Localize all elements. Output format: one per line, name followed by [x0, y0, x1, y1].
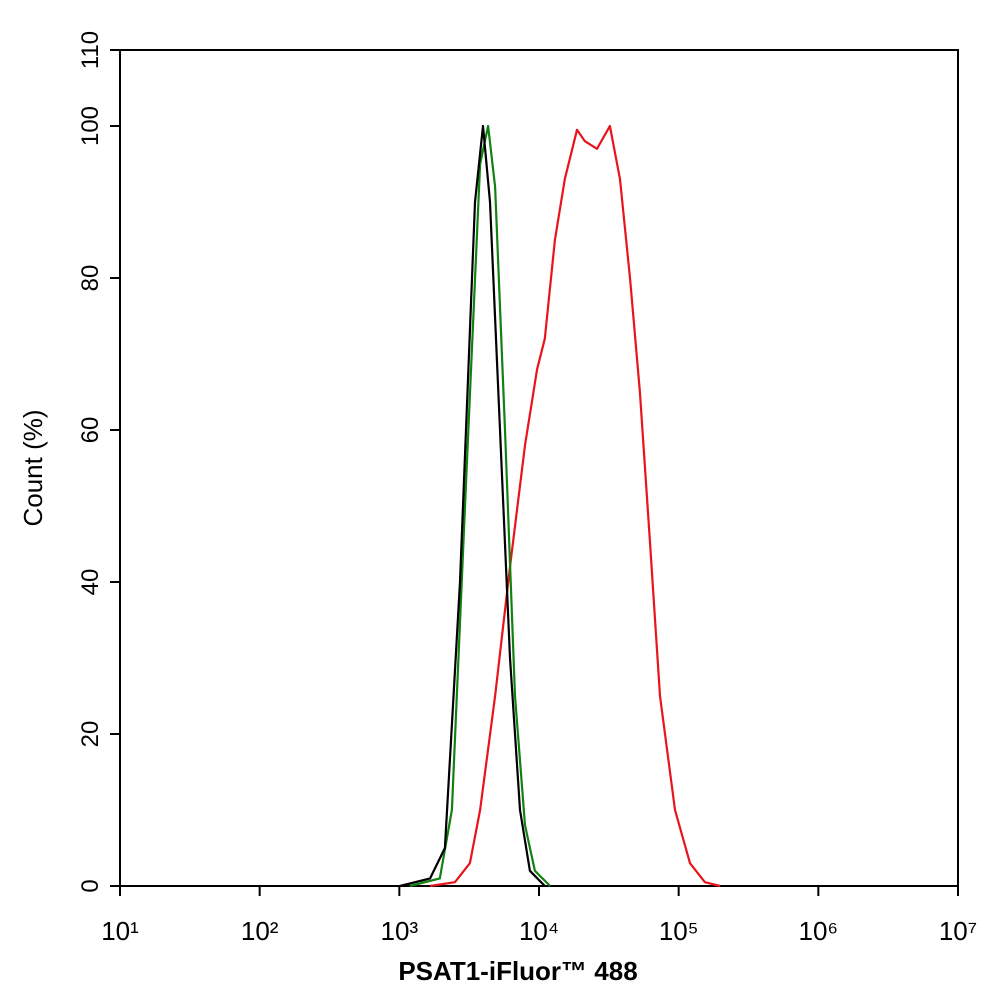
x-tick-label: 10⁷	[939, 916, 977, 946]
y-tick-label: 20	[77, 721, 104, 748]
y-tick-label: 40	[77, 569, 104, 596]
y-tick-label: 0	[77, 879, 104, 892]
series-line	[399, 124, 546, 888]
series-line	[429, 124, 721, 888]
series-line	[409, 124, 551, 888]
plot-frame	[119, 49, 959, 887]
x-tick-label: 10⁵	[659, 916, 699, 946]
y-tick-label: 110	[77, 31, 104, 69]
y-axis-title: Count (%)	[18, 409, 48, 526]
y-tick-label: 60	[77, 417, 104, 444]
x-tick-label: 10³	[381, 916, 419, 946]
x-axis-title: PSAT1-iFluor™ 488	[398, 956, 637, 986]
y-tick-label: 100	[77, 106, 104, 146]
y-tick-label: 80	[77, 265, 104, 292]
x-tick-label: 10⁶	[799, 916, 839, 946]
x-tick-label: 10⁴	[519, 916, 559, 946]
x-tick-label: 10¹	[101, 916, 139, 946]
x-tick-label: 10²	[241, 916, 279, 946]
